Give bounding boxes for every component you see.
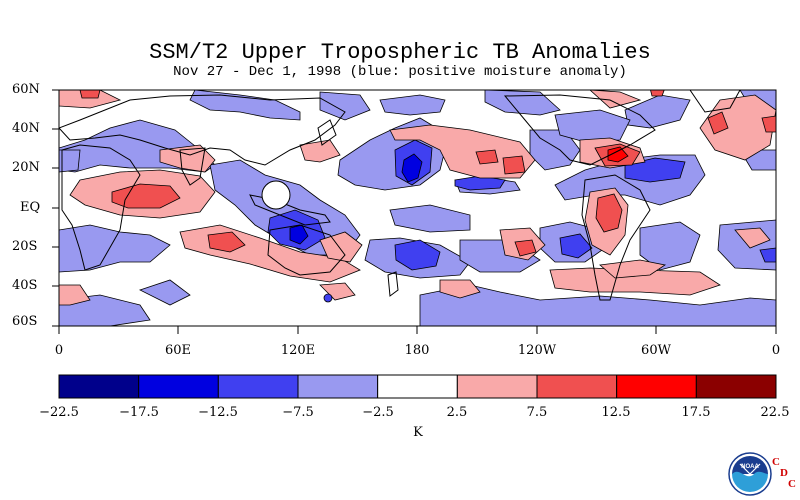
colorbar-swatch bbox=[456, 374, 538, 399]
lon-label-0: 0 bbox=[54, 343, 64, 358]
continent-outlines bbox=[59, 90, 741, 301]
colorbar-tick: 2.5 bbox=[446, 405, 468, 420]
lat-label-20s: 20S bbox=[12, 239, 38, 254]
colorbar-tick: 12.5 bbox=[601, 405, 631, 420]
lon-label-60e: 60E bbox=[164, 343, 192, 358]
anomaly-fields bbox=[59, 90, 776, 326]
cdc-letter-c2: C bbox=[788, 478, 796, 490]
lon-label-180: 180 bbox=[404, 343, 430, 358]
colorbar-tick: 17.5 bbox=[681, 405, 711, 420]
lon-label-120w: 120W bbox=[517, 343, 557, 358]
small-contour-dot bbox=[323, 293, 333, 303]
colorbar-swatch bbox=[138, 374, 219, 399]
colorbar-tick: −22.5 bbox=[39, 405, 79, 420]
colorbar-tick: −12.5 bbox=[198, 405, 238, 420]
very-strong-dry-regions bbox=[607, 146, 629, 163]
colorbar-swatch bbox=[377, 374, 458, 399]
noaa-logo-icon: NOAA bbox=[728, 452, 772, 496]
colorbar-swatch bbox=[536, 374, 618, 399]
colorbar bbox=[58, 374, 777, 399]
dry-anomaly-regions bbox=[59, 90, 776, 306]
lon-label-0-end: 0 bbox=[771, 343, 781, 358]
lat-label-60n: 60N bbox=[12, 82, 40, 97]
cdc-letter-d: D bbox=[780, 467, 788, 479]
chart-subtitle: Nov 27 - Dec 1, 1998 (blue: positive moi… bbox=[173, 64, 627, 80]
lat-label-20n: 20N bbox=[12, 160, 40, 175]
cdc-letter-c1: C bbox=[772, 456, 780, 468]
lat-label-60s: 60S bbox=[12, 314, 38, 329]
colorbar-swatch bbox=[58, 374, 140, 399]
colorbar-tick: 7.5 bbox=[526, 405, 548, 420]
colorbar-tick: 22.5 bbox=[760, 405, 790, 420]
lat-label-40n: 40N bbox=[12, 121, 40, 136]
colorbar-tick: −7.5 bbox=[282, 405, 314, 420]
lon-ticks bbox=[58, 326, 777, 334]
lat-label-eq: EQ bbox=[20, 200, 41, 215]
colorbar-swatch bbox=[217, 374, 299, 399]
lon-label-60w: 60W bbox=[641, 343, 671, 358]
lat-label-40s: 40S bbox=[12, 278, 38, 293]
colorbar-tick: −17.5 bbox=[119, 405, 159, 420]
colorbar-units: K bbox=[413, 425, 423, 440]
colorbar-swatch bbox=[695, 374, 777, 399]
colorbar-swatch bbox=[616, 374, 697, 399]
colorbar-swatch bbox=[297, 374, 379, 399]
logo-text: NOAA bbox=[741, 464, 759, 470]
lat-ticks bbox=[52, 89, 59, 327]
colorbar-tick: −2.5 bbox=[362, 405, 394, 420]
contour-circle-ring bbox=[261, 180, 291, 210]
chart-title: SSM/T2 Upper Tropospheric TB Anomalies bbox=[149, 40, 651, 65]
lon-label-120e: 120E bbox=[280, 343, 316, 358]
